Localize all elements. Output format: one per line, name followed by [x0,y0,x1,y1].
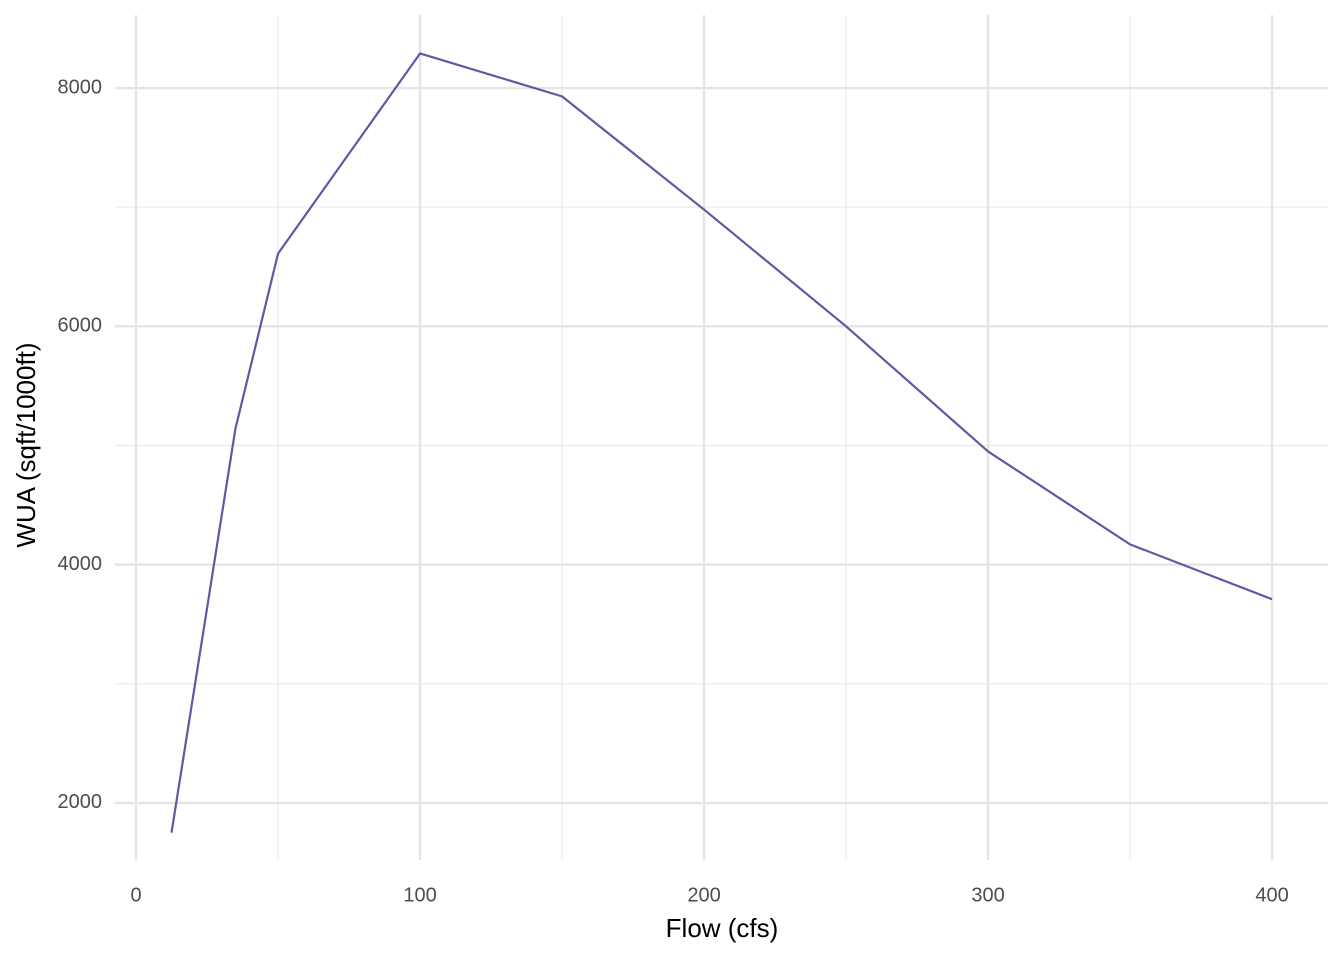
x-tick-label: 200 [687,884,720,906]
y-axis-title: WUA (sqft/1000ft) [11,342,41,547]
y-tick-label: 4000 [58,553,103,575]
x-tick-label: 0 [130,884,141,906]
x-tick-label: 400 [1255,884,1288,906]
y-tick-label: 8000 [58,76,103,98]
data-line [170,52,1273,833]
x-axis-title: Flow (cfs) [666,913,779,943]
x-tick-label: 100 [403,884,436,906]
y-tick-label: 6000 [58,315,103,337]
y-tick-label: 2000 [58,791,103,813]
x-tick-label: 300 [971,884,1004,906]
